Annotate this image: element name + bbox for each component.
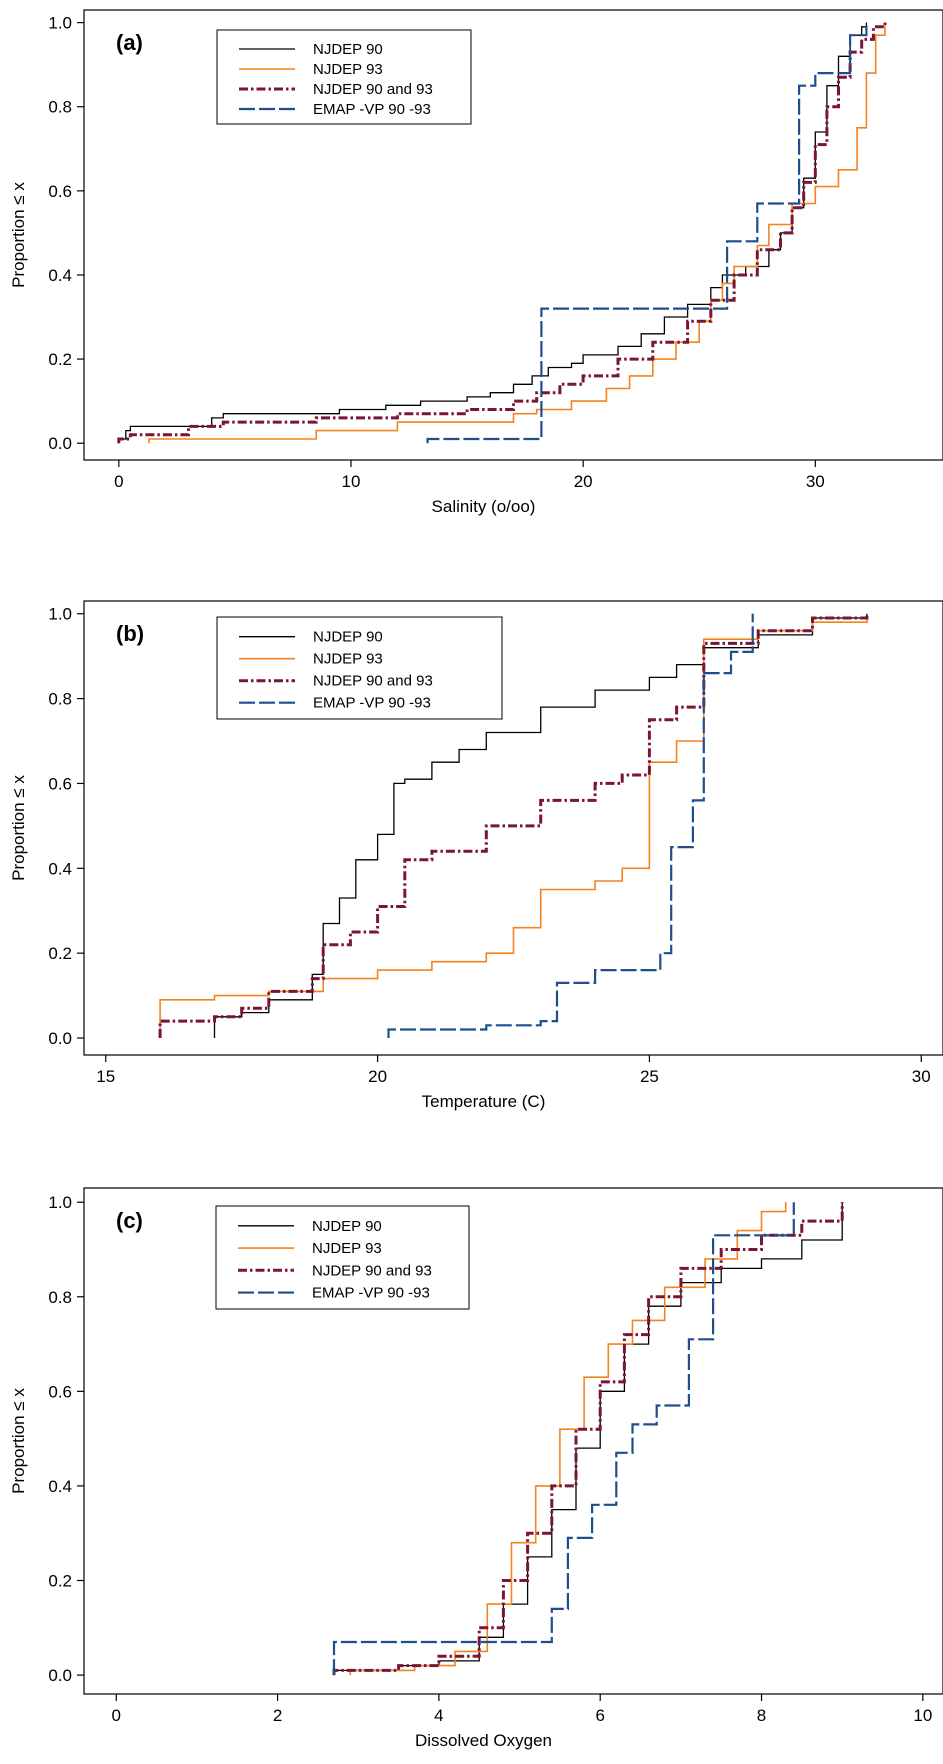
x-axis-title: Dissolved Oxygen [415,1731,552,1750]
series-line-3 [332,1202,844,1676]
x-tick-label: 0 [114,472,123,491]
x-tick-label: 30 [806,472,825,491]
chart-panel-0: 0.0 0.2 0.4 0.6 0.8 1.0 0 10 20 30 Salinity (o/oo)… [9,9,943,516]
series-line-4 [426,22,868,444]
x-axis-title: Temperature (C) [422,1092,546,1111]
plot-frame [83,1187,943,1695]
legend-label-4: EMAP -VP 90 -93 [313,101,431,118]
x-tick-label: 20 [368,1067,387,1086]
chart-panel-2: 0.0 0.2 0.4 0.6 0.8 1.0 0 2 4 6 8 10 Dissolved Oxyge… [9,1187,943,1750]
y-tick-label: 0.0 [48,1029,72,1048]
legend-label-1: NJDEP 90 [312,1218,382,1235]
y-tick-label: 0.8 [48,690,72,709]
legend-label-2: NJDEP 93 [313,61,383,78]
x-tick-label: 30 [912,1067,931,1086]
series-line-4 [332,1202,795,1676]
plot-frame [83,600,943,1056]
panel-label: (b) [116,621,144,646]
y-tick-label: 0.0 [48,1666,72,1685]
panel-label: (c) [116,1208,143,1233]
legend-label-1: NJDEP 90 [313,629,383,646]
y-tick-label: 1.0 [48,1193,72,1212]
y-tick-label: 0.2 [48,944,72,963]
legend-box [216,616,503,720]
y-axis-title: Proportion ≤ x [9,1388,28,1494]
y-tick-label: 0.2 [48,1572,72,1591]
chart-panel-1: 0.0 0.2 0.4 0.6 0.8 1.0 15 20 25 30 Temperature (C… [9,600,943,1111]
y-tick-label: 0.6 [48,182,72,201]
x-tick-label: 8 [757,1706,766,1725]
x-tick-label: 10 [342,472,361,491]
y-tick-label: 0.8 [48,98,72,117]
series-line-3 [117,22,887,444]
legend-box [216,29,472,125]
x-tick-label: 10 [913,1706,932,1725]
x-tick-label: 2 [273,1706,282,1725]
y-tick-label: 0.4 [48,1477,72,1496]
x-tick-label: 15 [96,1067,115,1086]
legend-label-4: EMAP -VP 90 -93 [312,1285,430,1302]
y-tick-label: 0.8 [48,1288,72,1307]
legend-label-3: NJDEP 90 and 93 [313,673,433,690]
y-tick-label: 0.2 [48,350,72,369]
y-tick-label: 1.0 [48,14,72,33]
legend-label-3: NJDEP 90 and 93 [312,1262,432,1279]
series-line-3 [158,613,869,1038]
legend-label-4: EMAP -VP 90 -93 [313,695,431,712]
y-axis-title: Proportion ≤ x [9,182,28,288]
x-tick-label: 25 [640,1067,659,1086]
x-tick-label: 6 [595,1706,604,1725]
y-tick-label: 0.6 [48,1382,72,1401]
x-tick-label: 4 [434,1706,443,1725]
y-axis-title: Proportion ≤ x [9,775,28,881]
legend-label-2: NJDEP 93 [313,651,383,668]
series-line-2 [349,1202,787,1676]
legend-label-2: NJDEP 93 [312,1240,382,1257]
series-line-4 [387,613,754,1038]
y-tick-label: 0.4 [48,266,72,285]
x-axis-title: Salinity (o/oo) [432,497,536,516]
legend-label-1: NJDEP 90 [313,41,383,58]
y-tick-label: 0.0 [48,434,72,453]
x-tick-label: 20 [574,472,593,491]
y-tick-label: 0.6 [48,774,72,793]
x-tick-label: 0 [112,1706,121,1725]
plot-frame [83,9,943,461]
y-tick-label: 1.0 [48,605,72,624]
panel-label: (a) [116,30,143,55]
y-tick-label: 0.4 [48,859,72,878]
legend-label-3: NJDEP 90 and 93 [313,81,433,98]
series-line-1 [333,1202,843,1676]
